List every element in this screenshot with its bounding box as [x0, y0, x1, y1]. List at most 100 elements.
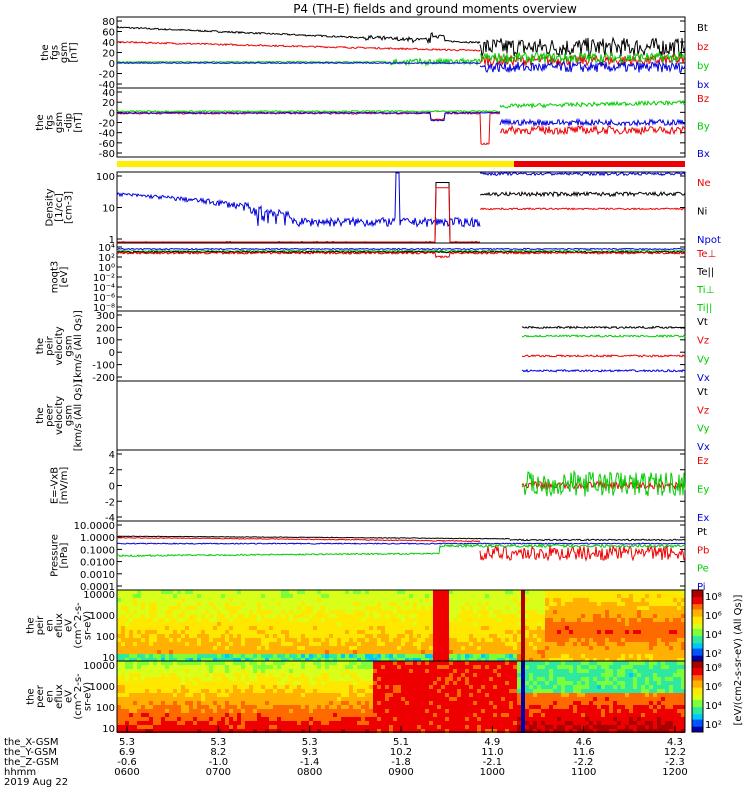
spectro-cell-peir	[205, 658, 209, 662]
spectro-cell-peer	[181, 693, 185, 697]
spectro-cell-peer	[281, 725, 285, 729]
spectro-cell-peer	[481, 729, 485, 733]
spectro-cell-peer	[305, 729, 309, 733]
spectro-cell-peir	[141, 634, 145, 638]
spectro-cell-peer	[529, 713, 533, 717]
spectro-cell-peir	[309, 646, 313, 650]
spectro-cell-peir	[289, 598, 293, 602]
spectro-cell-peir	[213, 594, 217, 598]
series-teperp	[116, 251, 686, 259]
spectro-cell-peer	[417, 661, 421, 665]
y-axis-label: peir	[35, 615, 46, 635]
spectro-cell-peir	[589, 606, 593, 610]
spectro-cell-peer	[517, 701, 521, 705]
y-axis-label: [km/s (All Qs)]	[73, 310, 84, 382]
spectro-cell-peir	[445, 622, 449, 626]
spectro-cell-peer	[325, 725, 329, 729]
spectro-cell-peer	[585, 673, 589, 677]
spectro-cell-peir	[257, 590, 261, 594]
spectro-cell-peir	[577, 638, 581, 642]
series-bx	[499, 117, 686, 128]
spectro-cell-peir	[485, 602, 489, 606]
spectro-cell-peer	[385, 681, 389, 685]
spectro-cell-peer	[365, 705, 369, 709]
spectro-cell-peer	[465, 725, 469, 729]
spectro-cell-peer	[129, 713, 133, 717]
spectro-cell-peer	[481, 681, 485, 685]
spectro-cell-peer	[341, 713, 345, 717]
spectro-cell-peer	[117, 701, 121, 705]
spectro-cell-peer	[301, 713, 305, 717]
spectro-cell-peir	[301, 590, 305, 594]
spectro-cell-peer	[441, 661, 445, 665]
spectro-cell-peir	[173, 650, 177, 654]
spectro-cell-peir	[557, 630, 561, 634]
spectro-cell-peer	[457, 685, 461, 689]
spectro-cell-peir	[621, 594, 625, 598]
spectro-cell-peir	[505, 642, 509, 646]
spectro-cell-peer	[509, 689, 513, 693]
spectro-cell-peer	[537, 705, 541, 709]
spectro-cell-peer	[257, 705, 261, 709]
spectro-cell-peer	[137, 709, 141, 713]
spectro-cell-peir	[325, 646, 329, 650]
spectro-cell-peir	[445, 658, 449, 662]
spectro-cell-peer	[281, 685, 285, 689]
spectro-cell-peir	[321, 658, 325, 662]
spectro-cell-peer	[289, 705, 293, 709]
spectro-cell-peir	[349, 590, 353, 594]
spectro-cell-peer	[449, 685, 453, 689]
spectro-cell-peir	[645, 602, 649, 606]
spectro-cell-peer	[157, 717, 161, 721]
spectro-cell-peer	[509, 693, 513, 697]
spectro-cell-peir	[233, 590, 237, 594]
spectro-cell-peer	[133, 681, 137, 685]
spectro-cell-peer	[381, 725, 385, 729]
spectro-cell-peer	[489, 729, 493, 733]
spectro-cell-peir	[561, 650, 565, 654]
spectro-cell-peer	[125, 681, 129, 685]
spectro-cell-peir	[665, 594, 669, 598]
ytick-label: 0	[109, 108, 115, 119]
spectro-cell-peir	[209, 638, 213, 642]
spectro-cell-peer	[257, 693, 261, 697]
spectro-cell-peir	[189, 610, 193, 614]
spectro-cell-peir	[353, 634, 357, 638]
spectro-cell-peer	[377, 709, 381, 713]
spectro-cell-peer	[381, 705, 385, 709]
spectro-cell-peer	[445, 697, 449, 701]
spectro-cell-peir	[117, 622, 121, 626]
spectro-cell-peir	[125, 606, 129, 610]
spectro-cell-peir	[253, 622, 257, 626]
spectro-cell-peer	[173, 697, 177, 701]
spectro-cell-peer	[361, 709, 365, 713]
spectro-cell-peer	[325, 693, 329, 697]
spectro-cell-peir	[581, 618, 585, 622]
spectro-cell-peir	[297, 618, 301, 622]
y-axis-label: Pressure	[49, 534, 60, 577]
spectro-cell-peir	[361, 598, 365, 602]
spectro-cell-peir	[489, 638, 493, 642]
legend-pb: Pb	[697, 545, 709, 556]
spectro-cell-peer	[437, 697, 441, 701]
spectro-cell-peer	[581, 721, 585, 725]
spectro-cell-peir	[669, 602, 673, 606]
spectro-cell-peir	[461, 642, 465, 646]
spectro-cell-peir	[509, 638, 513, 642]
spectro-cell-peir	[261, 630, 265, 634]
spectro-cell-peer	[505, 705, 509, 709]
spectro-cell-peir	[381, 630, 385, 634]
spectro-cell-peer	[473, 705, 477, 709]
spectro-cell-peer	[377, 697, 381, 701]
spectro-cell-peer	[245, 729, 249, 733]
spectro-cell-peir	[361, 626, 365, 630]
spectro-cell-peer	[333, 669, 337, 673]
spectro-cell-peer	[513, 709, 517, 713]
spectro-cell-peir	[173, 602, 177, 606]
spectro-cell-peir	[273, 610, 277, 614]
spectro-cell-peer	[137, 705, 141, 709]
spectro-cell-peir	[601, 610, 605, 614]
spectro-cell-peir	[433, 610, 437, 614]
legend-by: By	[697, 122, 710, 133]
spectro-cell-peir	[433, 606, 437, 610]
